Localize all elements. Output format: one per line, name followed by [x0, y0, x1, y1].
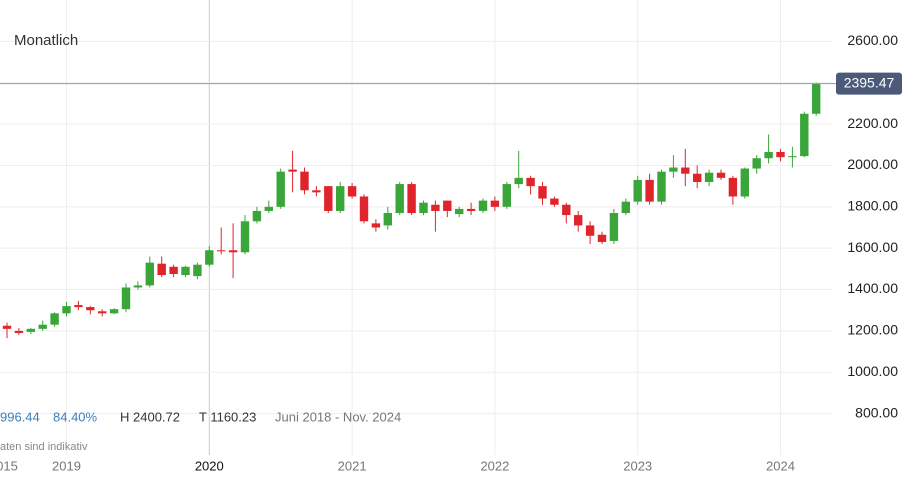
- candle-body: [169, 266, 178, 275]
- candle-body: [38, 324, 47, 329]
- candle-body: [693, 173, 702, 182]
- candle-body: [490, 200, 500, 207]
- candle-body: [681, 167, 690, 174]
- candle-body: [645, 179, 654, 202]
- candle-body: [502, 184, 511, 207]
- candle-body: [526, 177, 535, 187]
- candle-body: [431, 204, 440, 211]
- candle-body: [419, 202, 428, 214]
- candle-body: [157, 263, 166, 276]
- candle-body: [26, 328, 35, 332]
- candle-body: [300, 171, 309, 191]
- y-tick-label: 2600.00: [847, 32, 898, 48]
- x-tick-label: 2019: [52, 458, 81, 473]
- candle-body: [740, 168, 749, 197]
- candle-body: [562, 204, 571, 216]
- candle-body: [764, 152, 773, 159]
- candle-body: [800, 113, 809, 157]
- change-pct: 84.40%: [53, 409, 98, 424]
- y-tick-label: 800.00: [855, 404, 898, 420]
- y-tick-label: 1200.00: [847, 322, 898, 338]
- x-tick-label: 2024: [766, 458, 795, 473]
- candle-body: [181, 266, 190, 276]
- candle-body: [776, 152, 785, 158]
- candle-body: [205, 250, 214, 265]
- range-info: Juni 2018 - Nov. 2024: [275, 409, 401, 424]
- high-info: H 2400.72: [120, 409, 180, 424]
- candle-body: [407, 184, 416, 214]
- y-tick-label: 1600.00: [847, 239, 898, 255]
- candle-body: [585, 225, 595, 236]
- candle-body: [669, 167, 678, 172]
- low-info: T 1160.23: [199, 409, 256, 424]
- candle-body: [74, 305, 83, 308]
- candle-body: [466, 208, 476, 211]
- candle-body: [217, 250, 226, 252]
- candle-body: [728, 177, 738, 197]
- candle-body: [2, 325, 12, 329]
- candle-body: [62, 306, 71, 314]
- candle-body: [347, 186, 357, 197]
- candle-body: [133, 285, 143, 288]
- x-tick-label: 2020: [195, 458, 224, 473]
- x-tick-label: 2021: [338, 458, 367, 473]
- candle-body: [86, 307, 95, 311]
- candle-body: [50, 313, 59, 325]
- candle-body: [276, 171, 285, 207]
- candle-body: [538, 186, 547, 199]
- price-tag: [836, 72, 902, 95]
- candle-body: [288, 169, 297, 172]
- candle-body: [359, 196, 369, 222]
- x-tick-label: 2022: [480, 458, 509, 473]
- candle-body: [443, 200, 452, 211]
- change: 996.44: [0, 409, 40, 424]
- chart-title: Monatlich: [14, 32, 78, 49]
- candle-body: [109, 309, 119, 314]
- candle-body: [324, 186, 333, 211]
- candle-body: [240, 221, 250, 253]
- candle-body: [478, 200, 488, 211]
- candle-body: [752, 158, 761, 169]
- candle-body: [550, 198, 559, 205]
- candle-body: [812, 83, 821, 114]
- candle-body: [145, 262, 154, 286]
- candle-body: [633, 179, 642, 202]
- candle-body: [455, 208, 464, 215]
- y-tick-label: 1400.00: [847, 280, 898, 296]
- candle-body: [121, 287, 131, 310]
- y-tick-label: 1800.00: [847, 198, 898, 214]
- candle-body: [264, 206, 273, 211]
- candle-body: [788, 156, 797, 158]
- y-tick-label: 2000.00: [847, 156, 898, 172]
- candle-body: [657, 171, 666, 202]
- y-tick-label: 1000.00: [847, 363, 898, 379]
- candle-body: [395, 184, 404, 214]
- candle-body: [704, 172, 714, 182]
- price-tag-label: 2395.47: [844, 74, 895, 90]
- x-tick-label: 2023: [623, 458, 652, 473]
- candle-body: [14, 330, 24, 333]
- candle-body: [228, 250, 238, 253]
- candle-body: [716, 172, 726, 178]
- candle-body: [609, 213, 619, 241]
- candle-body: [336, 186, 345, 211]
- y-tick-label: 2200.00: [847, 115, 898, 131]
- candle-body: [98, 311, 107, 314]
- candle-body: [252, 210, 262, 222]
- candle-body: [514, 177, 523, 185]
- candle-body: [574, 215, 583, 226]
- candle-body: [383, 213, 392, 226]
- x-tick-label: 015: [0, 458, 18, 473]
- candle-body: [371, 223, 381, 228]
- candle-body: [193, 264, 202, 277]
- candle-body: [621, 201, 630, 214]
- note: aten sind indikativ: [0, 441, 88, 453]
- candle-body: [312, 190, 321, 193]
- candle-body: [597, 234, 607, 242]
